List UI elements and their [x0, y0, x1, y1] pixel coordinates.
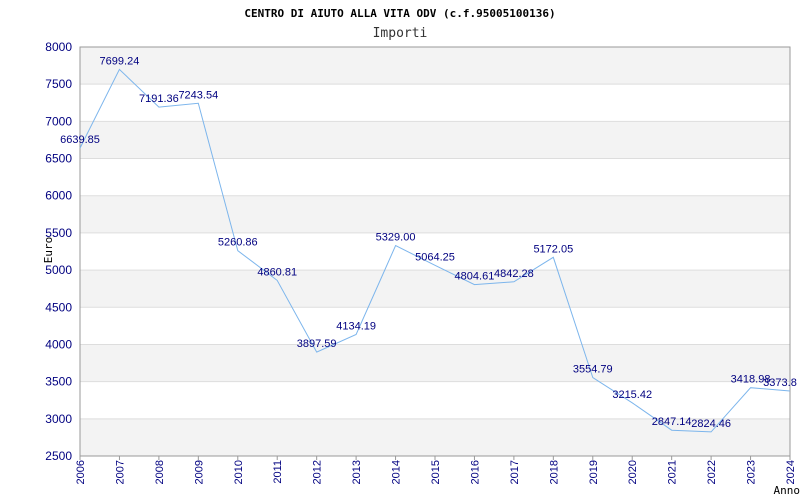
- data-label: 3373.8: [763, 377, 797, 389]
- series-line-importi: [79, 68, 791, 433]
- x-tick-label: 2018: [548, 460, 560, 484]
- data-label: 5329.00: [376, 232, 416, 244]
- grid-band: [80, 47, 790, 85]
- x-tick-label: 2008: [154, 460, 166, 484]
- y-tick-label: 3500: [45, 375, 72, 389]
- x-axis-ticks: 2006 2007 2008 2009 2010 2011 2012 2013 2014 2015…: [75, 456, 797, 484]
- data-label: 7699.24: [100, 55, 140, 67]
- x-tick-label: 2015: [430, 460, 442, 484]
- x-axis-label: Anno: [774, 484, 800, 497]
- y-tick-label: 4500: [45, 300, 72, 314]
- grid-band: [80, 195, 790, 233]
- x-tick-label: 2024: [785, 460, 797, 484]
- data-label: 2824.46: [691, 418, 731, 430]
- x-tick-label: 2010: [233, 460, 245, 484]
- x-tick-label: 2017: [509, 460, 521, 484]
- x-tick-label: 2020: [627, 460, 639, 484]
- y-tick-label: 5000: [45, 263, 72, 277]
- chart-title: CENTRO DI AIUTO ALLA VITA ODV (c.f.95005…: [244, 7, 555, 20]
- data-label: 4134.19: [336, 320, 376, 332]
- x-tick-label: 2011: [272, 460, 284, 484]
- x-tick-label: 2006: [75, 460, 87, 484]
- x-tick-label: 2019: [588, 460, 600, 484]
- data-label: 4842.28: [494, 268, 534, 280]
- data-label: 2847.14: [652, 416, 692, 428]
- y-axis-label: Euro: [42, 237, 55, 264]
- y-tick-label: 6500: [45, 152, 72, 166]
- x-tick-label: 2014: [391, 460, 403, 484]
- x-tick-label: 2013: [351, 460, 363, 484]
- grid-band: [80, 344, 790, 382]
- x-tick-label: 2012: [312, 460, 324, 484]
- grid-band: [80, 418, 790, 456]
- x-tick-label: 2023: [746, 460, 758, 484]
- y-tick-label: 6000: [45, 189, 72, 203]
- data-label: 6639.85: [60, 134, 100, 146]
- data-labels: 6639.85 7699.24 7191.36 7243.54 5260.86 4860.…: [60, 55, 797, 430]
- y-tick-label: 5500: [45, 226, 72, 240]
- y-tick-label: 4000: [45, 337, 72, 351]
- grid-band: [80, 121, 790, 159]
- data-label: 3418.98: [731, 374, 771, 386]
- data-label: 7243.54: [178, 89, 218, 101]
- x-tick-label: 2009: [193, 460, 205, 484]
- data-label: 3897.59: [297, 338, 337, 350]
- data-label: 5172.05: [533, 243, 573, 255]
- data-label: 5260.86: [218, 237, 258, 249]
- x-tick-label: 2022: [706, 460, 718, 484]
- data-label: 4860.81: [257, 266, 297, 278]
- grid-bands: [80, 47, 790, 456]
- data-label: 3215.42: [612, 389, 652, 401]
- x-tick-label: 2021: [667, 460, 679, 484]
- x-tick-label: 2016: [469, 460, 481, 484]
- y-tick-label: 2500: [45, 449, 72, 463]
- data-label: 5064.25: [415, 251, 455, 263]
- y-tick-label: 3000: [45, 412, 72, 426]
- y-tick-label: 7000: [45, 114, 72, 128]
- data-label: 4804.61: [455, 271, 495, 283]
- y-tick-label: 8000: [45, 40, 72, 54]
- chart-subtitle: Importi: [373, 26, 428, 41]
- y-tick-label: 7500: [45, 77, 72, 91]
- x-tick-label: 2007: [114, 460, 126, 484]
- data-label: 7191.36: [139, 93, 179, 105]
- data-label: 3554.79: [573, 364, 613, 376]
- grid-band: [80, 270, 790, 308]
- y-axis-ticks: 2500 3000 3500 4000 4500 5000 5500 6000 6500 7000…: [45, 40, 72, 463]
